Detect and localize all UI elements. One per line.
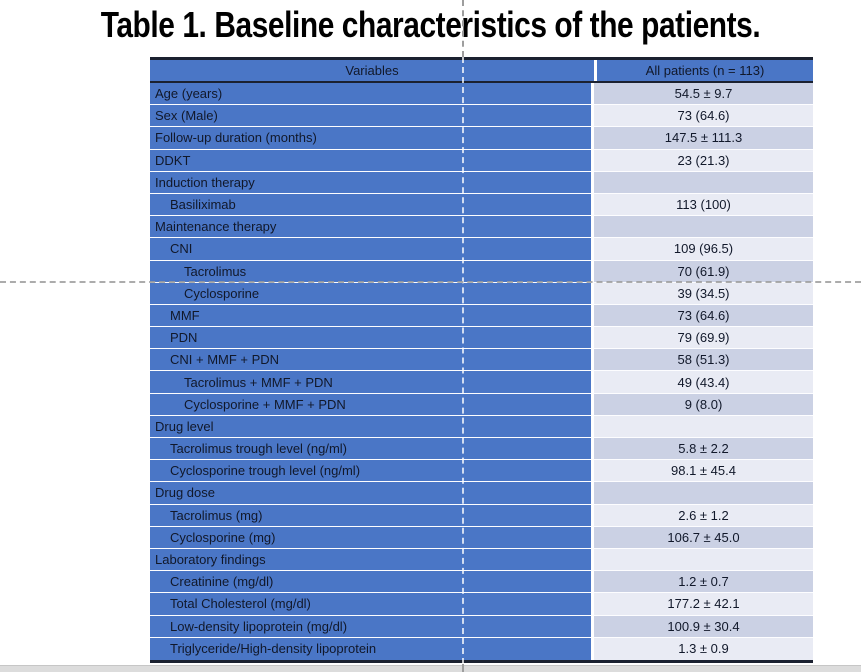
value-cell: 177.2 ± 42.1 (594, 593, 813, 615)
variable-cell: Drug dose (150, 482, 594, 504)
table-row: Tacrolimus (mg) 2.6 ± 1.2 (150, 504, 813, 527)
table-row: Triglyceride/High-density lipoprotein 1.… (150, 637, 813, 660)
variable-cell: Cyclosporine (mg) (150, 526, 594, 548)
table-row: Sex (Male) 73 (64.6) (150, 105, 813, 128)
table-row: Laboratory findings (150, 548, 813, 572)
variable-cell: Tacrolimus (150, 260, 594, 282)
variable-cell: Follow-up duration (months) (150, 127, 594, 149)
value-cell: 98.1 ± 45.4 (594, 460, 813, 482)
table-row: Low-density lipoprotein (mg/dl) 100.9 ± … (150, 615, 813, 638)
value-cell: 49 (43.4) (594, 371, 813, 393)
table-row: Drug level (150, 415, 813, 438)
table-row: Follow-up duration (months) 147.5 ± 111.… (150, 127, 813, 150)
variable-cell: CNI + MMF + PDN (150, 349, 594, 371)
value-cell: 147.5 ± 111.3 (594, 127, 813, 149)
table-row: Basiliximab 113 (100) (150, 193, 813, 217)
table-row: Cyclosporine + MMF + PDN 9 (8.0) (150, 393, 813, 416)
table-row: DDKT 23 (21.3) (150, 149, 813, 172)
variable-cell: Maintenance therapy (150, 216, 594, 238)
variable-cell: Total Cholesterol (mg/dl) (150, 593, 594, 615)
value-cell: 9 (8.0) (594, 393, 813, 415)
variable-cell: Drug level (150, 415, 594, 437)
value-cell: 79 (69.9) (594, 327, 813, 349)
variable-cell: Cyclosporine trough level (ng/ml) (150, 460, 594, 482)
column-separator (594, 60, 597, 81)
value-cell: 54.5 ± 9.7 (594, 83, 813, 105)
variable-cell: Tacrolimus + MMF + PDN (150, 371, 594, 393)
value-cell: 23 (21.3) (594, 149, 813, 171)
variable-cell: PDN (150, 327, 594, 349)
value-cell: 39 (34.5) (594, 282, 813, 304)
slide-edge-strip (0, 665, 861, 672)
table-row: Total Cholesterol (mg/dl) 177.2 ± 42.1 (150, 593, 813, 616)
variable-cell: DDKT (150, 149, 594, 171)
table-row: Cyclosporine (mg) 106.7 ± 45.0 (150, 526, 813, 549)
variable-cell: Creatinine (mg/dl) (150, 571, 594, 593)
variable-cell: Tacrolimus trough level (ng/ml) (150, 438, 594, 460)
value-cell: 100.9 ± 30.4 (594, 615, 813, 637)
variable-cell: Triglyceride/High-density lipoprotein (150, 637, 594, 660)
table-row: Induction therapy (150, 171, 813, 194)
table-row: Cyclosporine 39 (34.5) (150, 282, 813, 305)
value-cell: 58 (51.3) (594, 349, 813, 371)
variable-cell: Cyclosporine + MMF + PDN (150, 393, 594, 415)
value-cell (594, 548, 813, 571)
header-variables: Variables (150, 60, 594, 81)
variable-cell: Sex (Male) (150, 105, 594, 127)
table-row: Tacrolimus 70 (61.9) (150, 260, 813, 283)
variable-cell: Induction therapy (150, 171, 594, 193)
variable-cell: Low-density lipoprotein (mg/dl) (150, 615, 594, 637)
value-cell (594, 216, 813, 238)
table-row: Tacrolimus + MMF + PDN 49 (43.4) (150, 371, 813, 394)
table-title: Table 1. Baseline characteristics of the… (100, 4, 761, 45)
vertical-guide-line (462, 57, 464, 664)
vertical-guide-line (462, 664, 464, 672)
table-row: Cyclosporine trough level (ng/ml) 98.1 ±… (150, 460, 813, 483)
value-cell: 109 (96.5) (594, 238, 813, 260)
table-row: CNI + MMF + PDN 58 (51.3) (150, 349, 813, 372)
baseline-characteristics-table: Variables All patients (n = 113) Age (ye… (150, 57, 813, 663)
table-row: PDN 79 (69.9) (150, 327, 813, 350)
horizontal-guide-line (0, 281, 861, 283)
table-row: Creatinine (mg/dl) 1.2 ± 0.7 (150, 571, 813, 594)
table-row: Tacrolimus trough level (ng/ml) 5.8 ± 2.… (150, 438, 813, 461)
variable-cell: Laboratory findings (150, 548, 594, 571)
variable-cell: Basiliximab (150, 193, 594, 216)
value-cell: 70 (61.9) (594, 260, 813, 282)
table-header-row: Variables All patients (n = 113) (150, 57, 813, 83)
value-cell: 1.2 ± 0.7 (594, 571, 813, 593)
value-cell (594, 415, 813, 437)
value-cell: 73 (64.6) (594, 105, 813, 127)
value-cell: 5.8 ± 2.2 (594, 438, 813, 460)
variable-cell: CNI (150, 238, 594, 260)
table-body: Age (years) 54.5 ± 9.7 Sex (Male) 73 (64… (150, 83, 813, 663)
variable-cell: Cyclosporine (150, 282, 594, 304)
variable-cell: Age (years) (150, 83, 594, 105)
value-cell: 106.7 ± 45.0 (594, 526, 813, 548)
value-cell (594, 482, 813, 504)
table-row: Maintenance therapy (150, 216, 813, 239)
table-row: CNI 109 (96.5) (150, 238, 813, 261)
variable-cell: Tacrolimus (mg) (150, 504, 594, 526)
table-row: MMF 73 (64.6) (150, 304, 813, 328)
value-cell: 113 (100) (594, 193, 813, 216)
table-row: Drug dose (150, 482, 813, 505)
vertical-guide-line (462, 0, 464, 57)
header-all-patients: All patients (n = 113) (597, 60, 813, 81)
value-cell: 1.3 ± 0.9 (594, 637, 813, 660)
value-cell: 2.6 ± 1.2 (594, 504, 813, 526)
table-row: Age (years) 54.5 ± 9.7 (150, 83, 813, 106)
variable-cell: MMF (150, 304, 594, 327)
value-cell: 73 (64.6) (594, 304, 813, 327)
value-cell (594, 171, 813, 193)
